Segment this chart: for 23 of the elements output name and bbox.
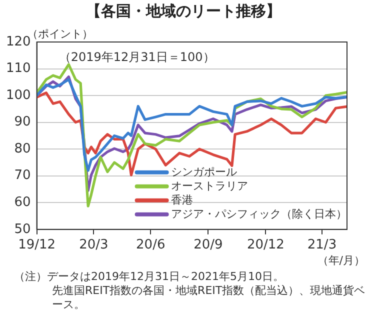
y-tick-label: 70 xyxy=(14,168,31,184)
legend-label: シンガポール xyxy=(170,165,237,178)
x-tick-label: 20/3 xyxy=(79,238,108,253)
legend-label: オーストラリア xyxy=(170,179,248,192)
chart-title: 【各国・地域のリート推移】 xyxy=(85,1,282,22)
y-tick-label: 50 xyxy=(14,222,31,237)
x-tick-label: 21/3 xyxy=(307,238,337,253)
legend-label: 香港 xyxy=(170,193,193,206)
x-tick-label: 20/9 xyxy=(194,238,223,253)
y-tick-label: 60 xyxy=(14,195,31,210)
x-tick-label: 20/12 xyxy=(246,238,284,253)
y-tick-label: 110 xyxy=(6,61,31,76)
text: 先進国REIT指数の各国・地域REIT指数（配当込）、現地通貨ベース。 xyxy=(51,284,366,312)
y-tick-label: 80 xyxy=(14,141,31,156)
x-tick-label: 20/6 xyxy=(136,238,166,253)
y-tick-label: 120 xyxy=(6,34,31,50)
x-axis-title: （年/月） xyxy=(317,254,365,267)
y-tick-label: 90 xyxy=(14,114,31,130)
text: （注）データは2019年12月31日～2021年5月10日。 xyxy=(14,270,285,284)
x-tick-label: 19/12 xyxy=(18,238,56,253)
annotation: （2019年12月31日＝100） xyxy=(58,50,215,64)
y-tick-label: 100 xyxy=(6,88,31,103)
legend-label: アジア・パシフィック（除く日本） xyxy=(170,207,347,220)
